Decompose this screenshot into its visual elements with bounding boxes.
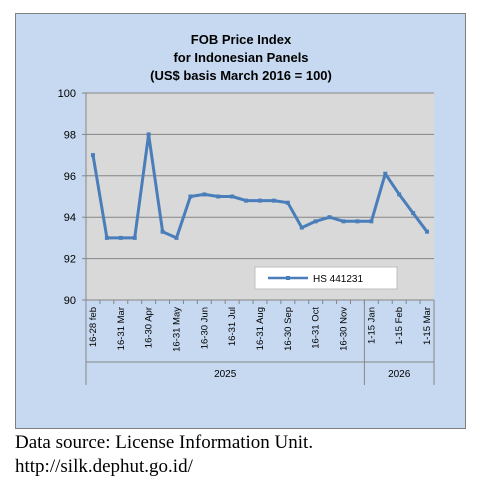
data-source-url: http://silk.dephut.go.id/ xyxy=(15,456,193,477)
chart-title-line-2: for Indonesian Panels xyxy=(173,50,308,65)
chart-title-line-3: (US$ basis March 2016 = 100) xyxy=(150,68,332,83)
x-tick-label: 16-31 Oct xyxy=(311,307,322,349)
data-point xyxy=(397,192,402,197)
x-tick-label: 1-15 Jan xyxy=(366,307,377,344)
plot-area xyxy=(86,93,434,300)
data-point xyxy=(383,171,388,176)
legend: HS 441231 xyxy=(254,266,398,290)
data-point xyxy=(271,198,276,203)
data-point xyxy=(216,194,221,199)
data-point xyxy=(425,229,430,234)
data-point xyxy=(132,235,137,240)
x-tick-label: 16-31 Mar xyxy=(116,307,127,350)
legend-box xyxy=(254,266,398,290)
x-tick-label: 16-30 Jun xyxy=(199,307,210,349)
x-tick-label: 1-15 Mar xyxy=(422,307,433,345)
data-series xyxy=(90,132,430,240)
data-point xyxy=(327,215,332,220)
y-tick-label: 92 xyxy=(64,254,76,266)
y-tick-label: 100 xyxy=(58,88,76,100)
y-tick-label: 96 xyxy=(64,171,76,183)
data-point xyxy=(299,225,304,230)
x-tick-label: 16-30 Sep xyxy=(283,307,294,351)
line-chart: FOB Price Index for Indonesian Panels (U… xyxy=(58,32,435,385)
x-tick-label: 16-30 Nov xyxy=(339,307,350,351)
legend-marker xyxy=(286,276,290,280)
chart-title-line-1: FOB Price Index xyxy=(191,32,292,47)
data-source-line: Data source: License Information Unit. xyxy=(15,432,314,453)
data-point xyxy=(313,219,318,224)
data-point xyxy=(202,192,207,197)
data-point xyxy=(174,235,179,240)
data-point xyxy=(411,211,416,216)
data-point xyxy=(188,194,193,199)
y-tick-label: 90 xyxy=(64,295,76,307)
x-tick-label: 16-31 Aug xyxy=(255,307,266,350)
chart-area: FOB Price Index for Indonesian Panels (U… xyxy=(15,13,466,429)
y-tick-label: 94 xyxy=(64,212,76,224)
data-point xyxy=(285,200,290,205)
data-point xyxy=(104,235,109,240)
data-point xyxy=(146,132,151,137)
x-group-label: 2026 xyxy=(388,369,411,380)
data-point xyxy=(90,153,95,158)
x-tick-label: 16-31 May xyxy=(171,307,182,352)
x-tick-label: 16-31 Jul xyxy=(227,307,238,346)
data-point xyxy=(230,194,235,199)
data-point xyxy=(258,198,262,203)
data-point xyxy=(341,219,346,224)
x-tick-label: 1-15 Feb xyxy=(394,307,405,345)
axes: 90 92 94 96 98 100 16-28 feb 16-31 Mar 16-30 Apr… xyxy=(58,88,435,385)
y-tick-label: 98 xyxy=(64,129,76,141)
data-point xyxy=(118,235,123,240)
legend-label: HS 441231 xyxy=(313,274,363,285)
data-point xyxy=(160,229,165,234)
data-point xyxy=(355,219,360,224)
x-tick-label: 16-28 feb xyxy=(88,307,99,347)
data-point xyxy=(244,198,249,203)
x-tick-label: 16-30 Apr xyxy=(144,307,155,348)
x-group-label: 2025 xyxy=(214,369,237,380)
data-point xyxy=(369,219,374,224)
